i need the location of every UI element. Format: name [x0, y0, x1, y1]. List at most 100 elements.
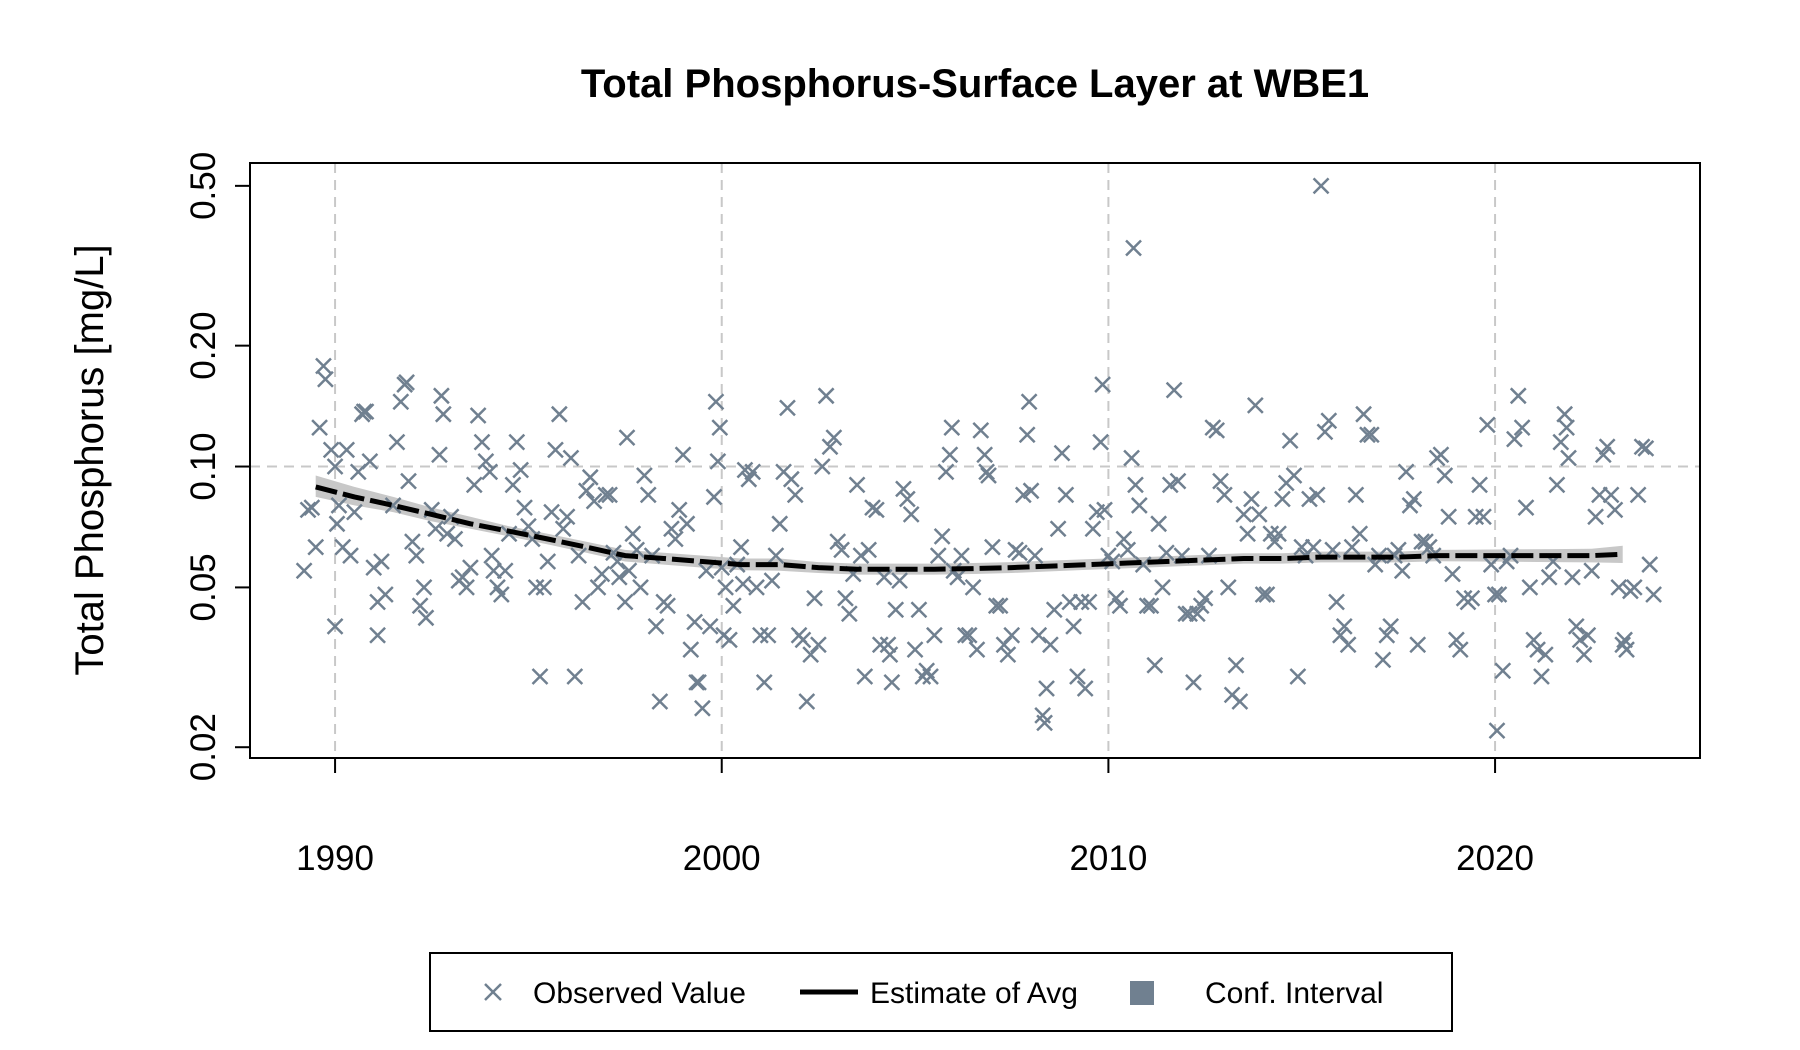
observed-point [1130, 497, 1148, 514]
observed-point [1594, 446, 1612, 464]
observed-point [415, 579, 433, 596]
observed-point [782, 470, 800, 488]
observed-point [906, 641, 924, 658]
observed-point [411, 597, 429, 615]
observed-point [670, 501, 688, 519]
observed-point [732, 538, 750, 556]
observed-point [434, 405, 452, 423]
observed-point [1533, 668, 1550, 685]
observed-point [829, 533, 847, 551]
observed-point [404, 533, 421, 551]
observed-point [1567, 617, 1585, 635]
observed-point [1451, 641, 1469, 658]
confidence-band-layer [315, 475, 1623, 575]
observed-point [520, 517, 537, 535]
observed-point [960, 626, 978, 644]
observed-point [1014, 486, 1032, 504]
observed-point [1065, 617, 1082, 635]
observed-point [1502, 547, 1519, 564]
observed-point [987, 597, 1005, 615]
x-tick-label: 2020 [1456, 839, 1534, 878]
observed-point [1270, 525, 1287, 543]
observed-point [550, 405, 568, 423]
chart-title: Total Phosphorus-Surface Layer at WBE1 [581, 62, 1369, 106]
observed-point [1486, 586, 1504, 603]
observed-point [1235, 506, 1253, 523]
observed-point [1312, 177, 1330, 195]
observed-point [1181, 605, 1198, 623]
observed-point [1134, 556, 1152, 573]
observed-point [342, 547, 359, 564]
observed-point [659, 597, 676, 615]
observed-point [1154, 579, 1171, 596]
observed-point [1185, 674, 1202, 691]
observed-point [508, 433, 526, 451]
observed-point [910, 601, 928, 619]
observed-point [601, 486, 618, 504]
observed-point [355, 403, 373, 421]
observed-point [852, 547, 870, 564]
observed-point [1320, 412, 1338, 430]
legend-observed-label: Observed Value [533, 977, 746, 1010]
observed-point [398, 374, 415, 391]
observed-point [1413, 533, 1430, 551]
observed-point [369, 626, 386, 644]
observed-point [585, 492, 603, 510]
observed-point [1285, 467, 1303, 484]
observed-point [686, 613, 704, 631]
observed-point [666, 530, 684, 548]
x-tick-label: 2010 [1069, 839, 1147, 878]
observed-point [926, 626, 943, 644]
observed-point [1625, 579, 1643, 596]
estimate-line [315, 484, 1623, 572]
observed-point [1629, 486, 1647, 504]
observed-point [496, 562, 514, 580]
observed-point [328, 515, 346, 533]
observed-point [663, 520, 680, 538]
observed-point [326, 617, 344, 635]
observed-point [315, 357, 332, 375]
observed-point [1212, 472, 1229, 490]
observed-point [933, 527, 951, 545]
observed-point [322, 441, 340, 459]
observed-point [984, 538, 1001, 556]
observed-point [616, 593, 634, 611]
observed-point [516, 499, 533, 517]
observed-point [1560, 449, 1577, 467]
observed-point [1127, 476, 1144, 494]
observed-point [1633, 438, 1651, 456]
observed-point [1119, 541, 1137, 559]
observed-point [1022, 482, 1040, 500]
observed-point [1045, 601, 1063, 619]
observed-point [1641, 556, 1659, 573]
observed-point [1374, 651, 1392, 669]
observed-point [1571, 631, 1589, 649]
observed-point [1598, 438, 1616, 456]
observed-point [1316, 423, 1334, 441]
observed-point [1432, 446, 1450, 464]
observed-point [1072, 593, 1090, 611]
observed-point [357, 403, 375, 421]
observed-point [610, 568, 628, 586]
observed-point [1003, 626, 1021, 644]
observed-point [802, 646, 820, 664]
observed-point [1281, 432, 1299, 450]
observed-point [504, 476, 522, 494]
observed-point [1355, 405, 1372, 423]
observed-point [690, 674, 707, 691]
observed-point [709, 452, 727, 470]
observed-point [1069, 668, 1086, 685]
observed-point [558, 508, 576, 526]
observed-point [543, 503, 560, 521]
observed-point [705, 488, 723, 506]
observed-point [1125, 239, 1142, 257]
observed-point [330, 497, 348, 514]
observed-point [682, 641, 700, 658]
observed-point [535, 579, 553, 596]
plot-frame [249, 162, 1701, 759]
observed-point [562, 449, 580, 467]
observed-point [848, 476, 866, 494]
observed-point [1506, 430, 1523, 448]
observed-point [752, 626, 769, 644]
observed-point [1146, 656, 1164, 674]
